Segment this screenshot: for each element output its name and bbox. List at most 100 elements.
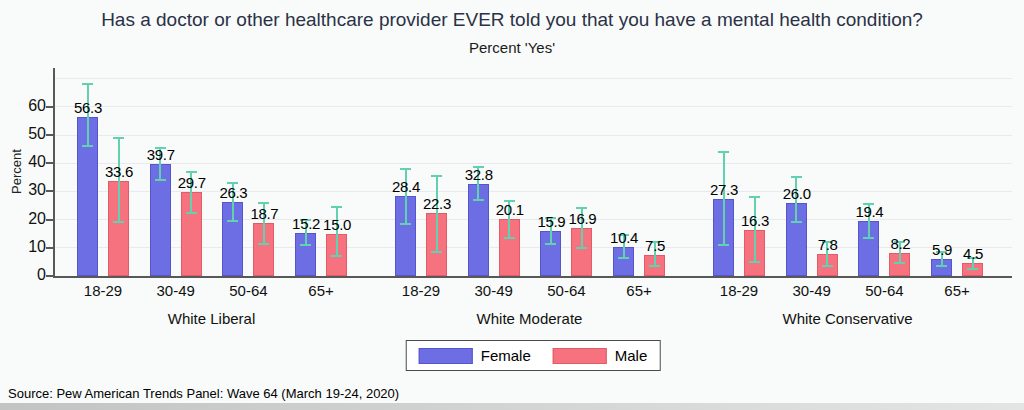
- x-tick-label: 18-29: [703, 282, 775, 299]
- group-label: White Liberal: [122, 310, 302, 327]
- chart-subtitle: Percent 'Yes': [0, 39, 1024, 56]
- error-bar-cap-top: [431, 175, 442, 177]
- gridline: [55, 106, 1012, 107]
- error-bar-cap-bottom: [576, 247, 587, 249]
- legend-swatch-female: [419, 348, 473, 364]
- legend-label-male: Male: [615, 347, 648, 364]
- x-tick-label: 65+: [921, 282, 993, 299]
- bar-value-label: 26.0: [773, 185, 821, 202]
- error-bar-cap-bottom: [936, 265, 947, 267]
- error-bar-cap-bottom: [331, 255, 342, 257]
- x-tick-label: 50-64: [530, 282, 602, 299]
- error-bar-cap-bottom: [186, 212, 197, 214]
- bar-value-label: 22.3: [413, 195, 461, 212]
- error-bar-cap-top: [82, 83, 93, 85]
- bar-value-label: 32.8: [455, 166, 503, 183]
- y-tick-label: 50: [12, 125, 46, 143]
- y-tick-label: 40: [12, 153, 46, 171]
- error-bar-cap-top: [791, 176, 802, 178]
- error-bar-cap-bottom: [749, 261, 760, 263]
- error-bar-cap-bottom: [300, 244, 311, 246]
- error-bar-cap-bottom: [473, 199, 484, 201]
- x-tick-label: 30-49: [776, 282, 848, 299]
- y-tick-mark: [46, 134, 53, 136]
- bar-value-label: 7.5: [631, 237, 679, 254]
- bar-value-label: 7.8: [804, 236, 852, 253]
- error-bar-cap-bottom: [545, 243, 556, 245]
- error-bar-cap-bottom: [618, 257, 629, 259]
- error-bar-cap-bottom: [400, 223, 411, 225]
- x-tick-label: 18-29: [385, 282, 457, 299]
- legend-label-female: Female: [481, 347, 531, 364]
- bar-value-label: 16.9: [558, 210, 606, 227]
- gridline: [55, 163, 1012, 164]
- error-bar-cap-bottom: [822, 265, 833, 267]
- x-tick-label: 18-29: [67, 282, 139, 299]
- y-tick-label: 20: [12, 210, 46, 228]
- x-tick-label: 65+: [285, 282, 357, 299]
- error-bar-cap-bottom: [791, 221, 802, 223]
- bar-value-label: 8.2: [876, 235, 924, 252]
- y-tick-mark: [46, 275, 53, 277]
- error-bar-cap-top: [749, 196, 760, 198]
- y-tick-label: 10: [12, 238, 46, 256]
- y-tick-mark: [46, 247, 53, 249]
- bar-value-label: 26.3: [209, 184, 257, 201]
- bar-value-label: 19.4: [845, 203, 893, 220]
- error-bar-cap-top: [400, 168, 411, 170]
- error-bar-cap-bottom: [82, 145, 93, 147]
- x-tick-label: 50-64: [212, 282, 284, 299]
- y-tick-label: 0: [12, 266, 46, 284]
- error-bar-cap-bottom: [431, 251, 442, 253]
- group-label: White Moderate: [440, 310, 620, 327]
- bar-value-label: 20.1: [486, 201, 534, 218]
- bar-value-label: 28.4: [382, 178, 430, 195]
- source-note: Source: Pew American Trends Panel: Wave …: [8, 386, 399, 401]
- error-bar-cap-bottom: [113, 221, 124, 223]
- chart-canvas: Has a doctor or other healthcare provide…: [0, 0, 1024, 410]
- y-tick-mark: [46, 106, 53, 108]
- gridline: [55, 135, 1012, 136]
- x-tick-label: 30-49: [458, 282, 530, 299]
- legend-swatch-male: [553, 348, 607, 364]
- error-bar-cap-bottom: [718, 244, 729, 246]
- error-bar-cap-bottom: [967, 268, 978, 270]
- error-bar-cap-top: [331, 206, 342, 208]
- chart-title: Has a doctor or other healthcare provide…: [0, 9, 1024, 31]
- error-bar-cap-bottom: [504, 237, 515, 239]
- y-tick-mark: [46, 190, 53, 192]
- error-bar: [723, 152, 725, 245]
- bar-value-label: 33.6: [95, 163, 143, 180]
- x-tick-label: 30-49: [140, 282, 212, 299]
- legend: Female Male: [406, 340, 661, 371]
- gridline: [55, 78, 1012, 79]
- error-bar-cap-top: [113, 137, 124, 139]
- bar-value-label: 29.7: [168, 174, 216, 191]
- error-bar-cap-bottom: [894, 262, 905, 264]
- x-tick-label: 65+: [603, 282, 675, 299]
- bottom-strip: [0, 403, 1024, 410]
- x-axis-line: [53, 276, 1012, 278]
- bar-value-label: 39.7: [137, 146, 185, 163]
- bar-value-label: 15.0: [313, 216, 361, 233]
- y-tick-label: 30: [12, 181, 46, 199]
- bar-value-label: 4.5: [949, 245, 997, 262]
- bar-value-label: 56.3: [64, 99, 112, 116]
- error-bar-cap-top: [718, 151, 729, 153]
- error-bar-cap-bottom: [155, 179, 166, 181]
- plot-area: 56.339.726.315.228.432.815.910.427.326.0…: [55, 68, 1012, 276]
- bar-value-label: 27.3: [700, 181, 748, 198]
- error-bar-cap-bottom: [863, 237, 874, 239]
- y-tick-label: 60: [12, 97, 46, 115]
- error-bar-cap-top: [258, 202, 269, 204]
- bar-value-label: 16.3: [731, 212, 779, 229]
- error-bar-cap-bottom: [258, 243, 269, 245]
- error-bar-cap-bottom: [227, 220, 238, 222]
- error-bar-cap-top: [186, 171, 197, 173]
- error-bar: [436, 176, 438, 252]
- error-bar: [754, 197, 756, 262]
- error-bar-cap-bottom: [649, 265, 660, 267]
- group-label: White Conservative: [758, 310, 938, 327]
- x-tick-label: 50-64: [848, 282, 920, 299]
- bar-value-label: 18.7: [240, 205, 288, 222]
